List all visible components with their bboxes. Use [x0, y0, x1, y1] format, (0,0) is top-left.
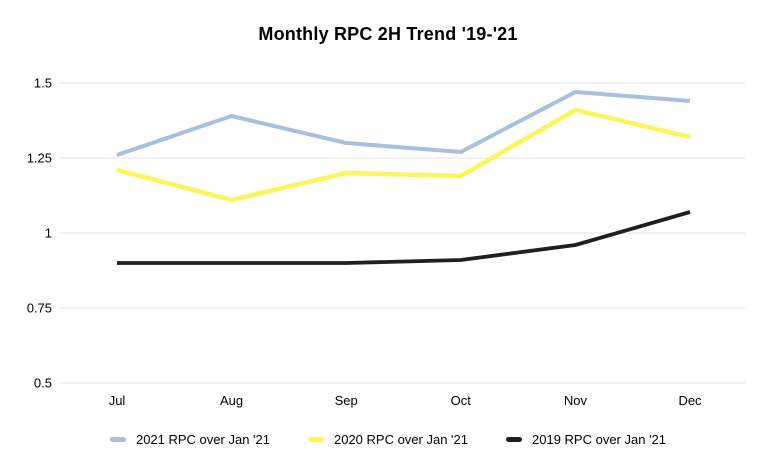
chart-title: Monthly RPC 2H Trend '19-'21	[258, 24, 518, 44]
series-line	[116, 90, 691, 157]
y-tick-label: 1	[45, 226, 52, 241]
x-tick-label: Dec	[678, 393, 702, 408]
x-tick-label: Jul	[109, 393, 126, 408]
legend-item: 2021 RPC over Jan '21	[109, 432, 270, 447]
x-tick-label: Nov	[564, 393, 588, 408]
legend-item: 2020 RPC over Jan '21	[307, 432, 468, 447]
legend-swatch	[506, 437, 522, 442]
y-tick-label: 1.25	[27, 151, 52, 166]
y-tick-label: 0.5	[34, 376, 52, 391]
y-tick-label: 1.5	[34, 76, 52, 91]
legend-item: 2019 RPC over Jan '21	[506, 432, 666, 447]
legend-swatch	[307, 437, 324, 442]
x-tick-label: Sep	[335, 393, 358, 408]
chart-legend: 2021 RPC over Jan '21 2020 RPC over Jan '…	[0, 432, 776, 447]
legend-label: 2021 RPC over Jan '21	[135, 432, 270, 447]
legend-label: 2020 RPC over Jan '21	[333, 432, 468, 447]
x-tick-label: Aug	[220, 393, 243, 408]
x-tick-label: Oct	[451, 393, 472, 408]
series-line	[117, 210, 691, 265]
legend-swatch	[109, 437, 126, 442]
y-tick-label: 0.75	[27, 301, 52, 316]
legend-label: 2019 RPC over Jan '21	[532, 432, 667, 447]
series-line	[116, 107, 691, 203]
